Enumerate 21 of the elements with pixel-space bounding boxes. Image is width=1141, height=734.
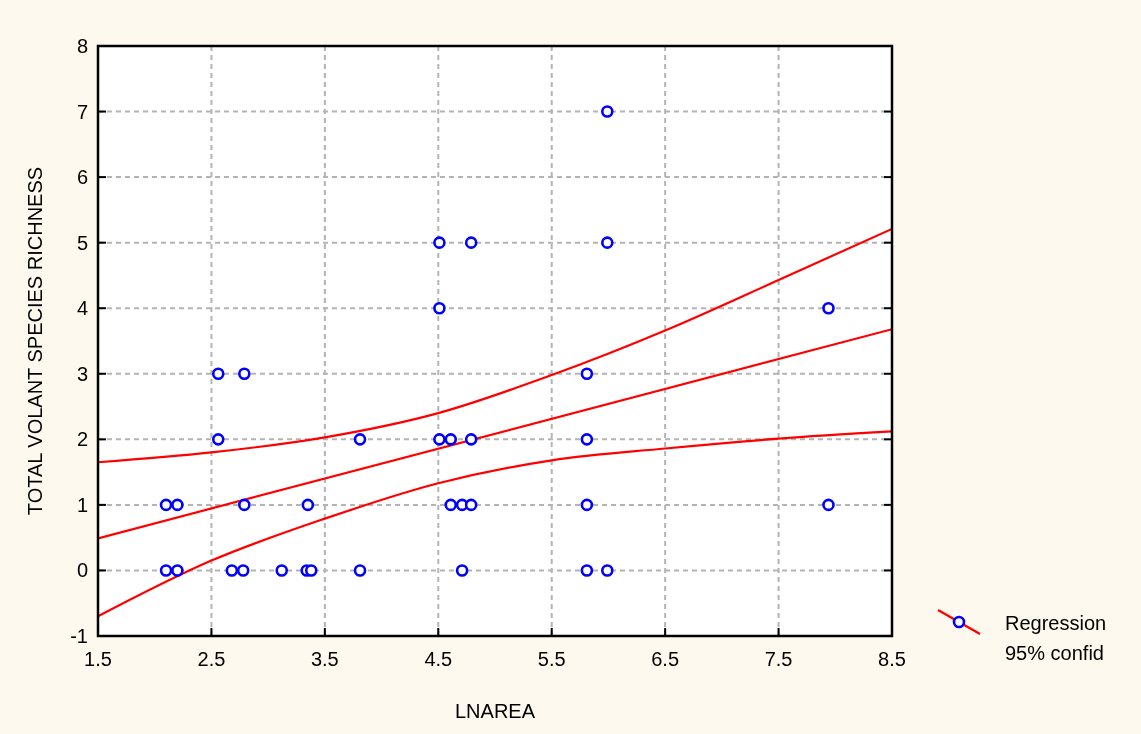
y-tick-label: -1 [70, 625, 88, 647]
x-tick-label: 1.5 [84, 648, 112, 670]
y-tick-label: 8 [76, 35, 88, 57]
y-axis-title: TOTAL VOLANT SPECIES RICHNESS [24, 166, 46, 516]
x-tick-label: 8.5 [878, 648, 906, 670]
y-tick-label: 1 [76, 493, 88, 516]
x-tick-label: 2.5 [197, 648, 226, 670]
legend-label: Regression 95% confid [1005, 612, 1107, 664]
y-tick-label: 3 [76, 362, 88, 385]
y-tick-label: 7 [76, 100, 88, 123]
x-tick-label: 6.5 [651, 648, 680, 670]
x-tick-label: 4.5 [424, 648, 453, 670]
x-tick-label: 5.5 [537, 648, 566, 670]
y-tick-label: 5 [76, 231, 88, 254]
x-tick-label: 7.5 [764, 648, 793, 670]
x-axis-title: LNAREA [454, 700, 536, 722]
y-tick-label: 4 [76, 297, 88, 320]
x-tick-label: 3.5 [310, 648, 339, 670]
y-tick-label: 0 [76, 559, 88, 582]
y-tick-label: 6 [76, 166, 88, 189]
y-tick-label: 2 [76, 428, 88, 451]
